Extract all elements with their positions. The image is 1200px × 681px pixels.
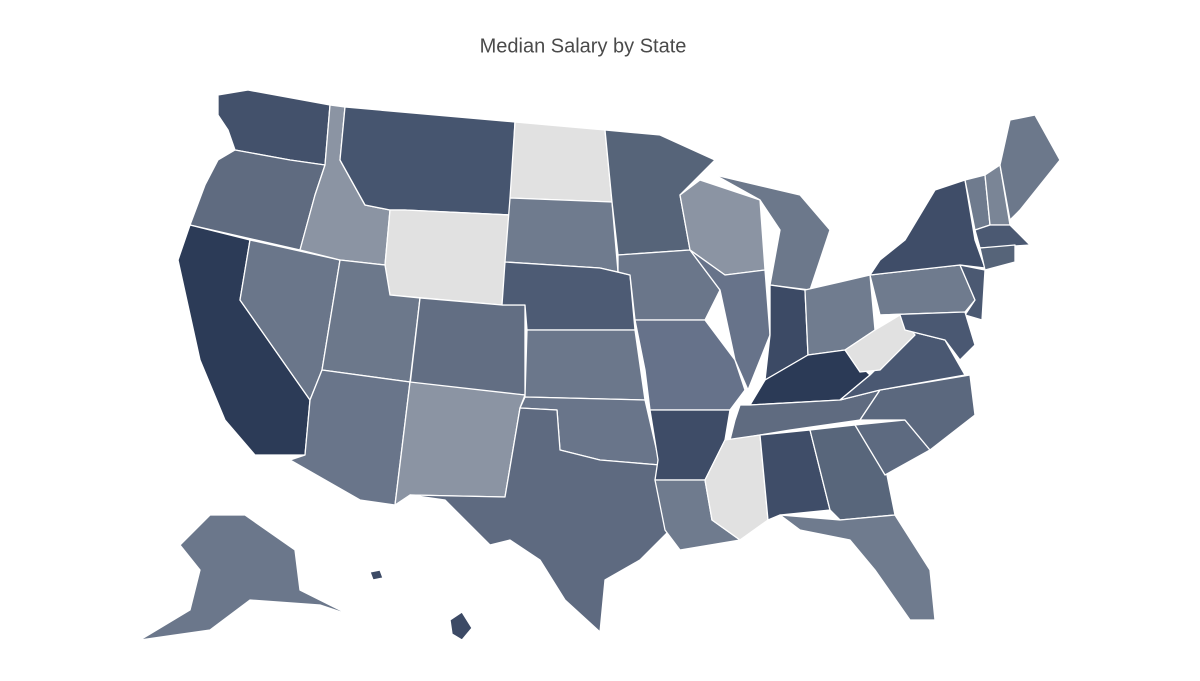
state (509, 121, 613, 203)
state (689, 249, 771, 391)
state (999, 114, 1061, 221)
state (634, 319, 746, 411)
state (779, 514, 936, 621)
state (504, 197, 619, 273)
state (879, 311, 976, 361)
state (139, 514, 351, 641)
state (384, 209, 511, 306)
states (139, 89, 1061, 641)
state (844, 314, 916, 373)
state (409, 407, 671, 633)
state (959, 264, 986, 321)
state (449, 611, 473, 641)
state (339, 106, 516, 216)
state (974, 224, 1031, 249)
state (369, 569, 384, 581)
state (524, 329, 646, 401)
map-title: Median Salary by State (480, 35, 687, 57)
state (409, 297, 526, 396)
state (759, 429, 831, 521)
state (979, 244, 1016, 271)
state (869, 179, 986, 276)
state (394, 381, 526, 506)
